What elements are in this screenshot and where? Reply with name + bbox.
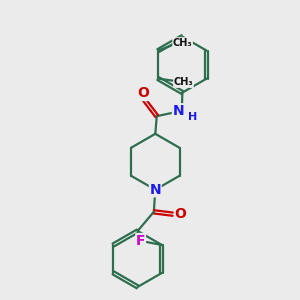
Text: F: F xyxy=(136,233,146,248)
Text: O: O xyxy=(174,207,186,221)
Text: O: O xyxy=(137,86,149,100)
Text: N: N xyxy=(172,104,184,118)
Text: N: N xyxy=(149,183,161,197)
Text: CH₃: CH₃ xyxy=(174,77,193,87)
Text: H: H xyxy=(188,112,198,122)
Text: CH₃: CH₃ xyxy=(173,38,192,48)
